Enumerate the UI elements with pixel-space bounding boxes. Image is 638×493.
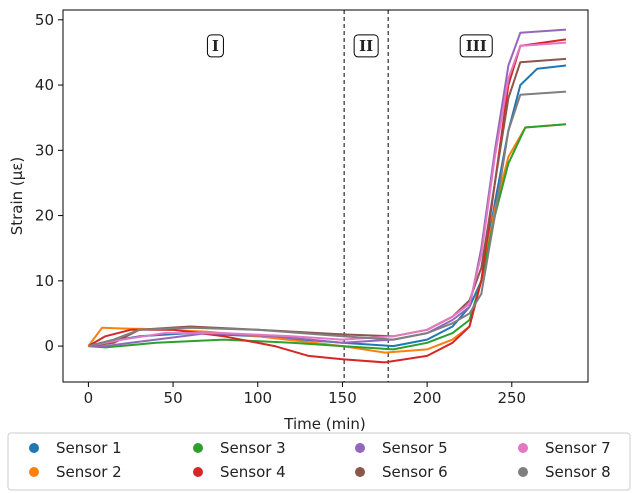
phase-boundaries xyxy=(343,10,389,382)
y-tick-label: 20 xyxy=(35,207,54,225)
legend-label-sensor-1: Sensor 1 xyxy=(56,439,122,457)
y-axis-label: Strain (με) xyxy=(8,157,26,236)
legend-marker-sensor-2 xyxy=(29,467,39,477)
legend-label-sensor-8: Sensor 8 xyxy=(545,463,611,481)
series-line-sensor-1 xyxy=(88,64,567,348)
legend-marker-sensor-6 xyxy=(355,467,365,477)
legend-label-sensor-2: Sensor 2 xyxy=(56,463,122,481)
phase-label-3: III xyxy=(466,37,487,55)
legend-label-sensor-3: Sensor 3 xyxy=(220,439,286,457)
y-tick-label: 0 xyxy=(44,337,54,355)
legend-marker-sensor-4 xyxy=(193,467,203,477)
x-tick-label: 250 xyxy=(497,389,526,407)
legend-marker-sensor-7 xyxy=(518,443,528,453)
plot-frame xyxy=(62,9,589,383)
phase-labels: I II III xyxy=(206,34,493,58)
phase-label-1: I xyxy=(212,37,219,55)
series-line-sensor-3 xyxy=(88,123,567,351)
legend-frame xyxy=(7,432,631,491)
legend: Sensor 1 Sensor 2 Sensor 3 Sensor 4 Sensor 5… xyxy=(7,432,631,491)
legend-label-sensor-6: Sensor 6 xyxy=(382,463,448,481)
legend-marker-sensor-1 xyxy=(29,443,39,453)
x-axis-ticks: 0 50 100 150 200 250 xyxy=(84,382,526,407)
series-line-sensor-8 xyxy=(88,90,567,348)
phase-label-box-2 xyxy=(353,34,379,58)
y-tick-label: 40 xyxy=(35,76,54,94)
x-tick-label: 100 xyxy=(243,389,272,407)
legend-marker-sensor-3 xyxy=(193,443,203,453)
legend-label-sensor-5: Sensor 5 xyxy=(382,439,448,457)
series-layer xyxy=(87,28,567,364)
x-tick-label: 200 xyxy=(413,389,442,407)
phase-label-box-3 xyxy=(459,34,493,58)
y-tick-label: 30 xyxy=(35,141,54,159)
legend-marker-sensor-5 xyxy=(355,443,365,453)
legend-label-sensor-7: Sensor 7 xyxy=(545,439,611,457)
series-line-sensor-7 xyxy=(88,41,567,348)
x-tick-label: 150 xyxy=(328,389,357,407)
x-tick-label: 50 xyxy=(164,389,183,407)
x-axis-label: Time (min) xyxy=(283,415,365,433)
y-tick-label: 10 xyxy=(35,272,54,290)
phase-label-2: II xyxy=(359,37,373,55)
legend-label-sensor-4: Sensor 4 xyxy=(220,463,286,481)
x-tick-label: 0 xyxy=(84,389,94,407)
legend-marker-sensor-8 xyxy=(518,467,528,477)
phase-label-box-1 xyxy=(206,34,224,58)
y-axis-ticks: 0 10 20 30 40 50 xyxy=(35,11,63,355)
y-tick-label: 50 xyxy=(35,11,54,29)
